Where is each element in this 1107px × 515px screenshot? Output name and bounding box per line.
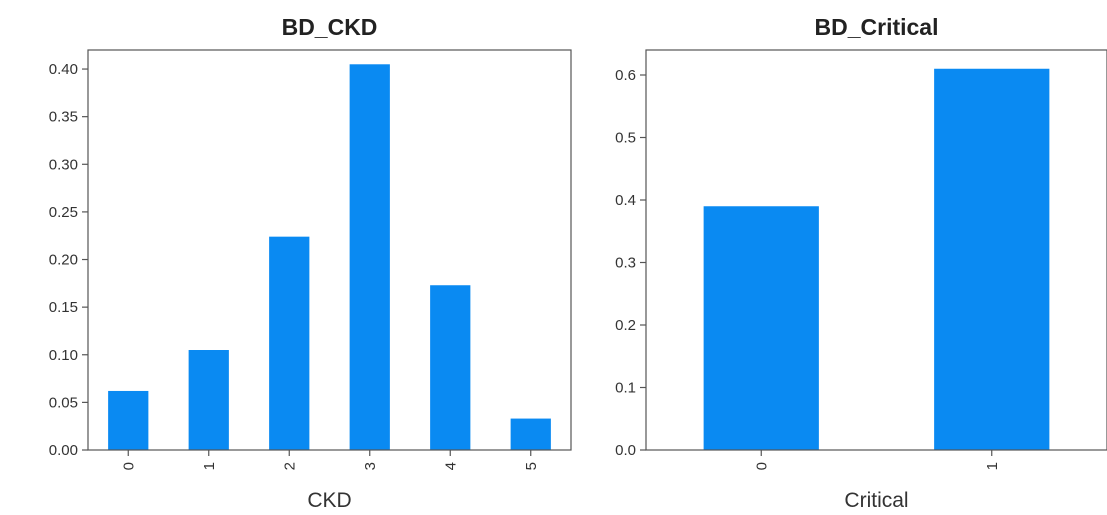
chart-title: BD_CKD <box>282 14 378 40</box>
y-tick-label: 0.0 <box>615 442 636 459</box>
y-tick-label: 0.1 <box>615 380 636 397</box>
axes-frame <box>645 49 1107 451</box>
axes-frame <box>87 49 572 451</box>
y-tick-label: 0.3 <box>615 255 636 272</box>
y-tick-label: 0.00 <box>49 442 78 459</box>
bar-0 <box>108 390 149 450</box>
bar-3 <box>349 64 390 451</box>
x-tick-label: 4 <box>442 462 459 470</box>
y-tick-label: 0.10 <box>49 347 78 364</box>
x-tick-label: 5 <box>523 462 540 470</box>
y-tick-label: 0.35 <box>49 109 78 126</box>
chart-bd-critical: 0.0 0.1 0.2 0.3 0.4 0.5 0.6 0 1 BD_Critical Critic… <box>615 14 1107 512</box>
y-tick-label: 0.40 <box>49 61 78 78</box>
y-tick-label: 0.20 <box>49 252 78 269</box>
y-tick-label: 0.25 <box>49 204 78 221</box>
y-tick-label: 0.5 <box>615 130 636 147</box>
x-tick-label: 0 <box>120 462 137 470</box>
x-tick-label: 1 <box>984 462 1001 470</box>
bar-0 <box>703 206 819 450</box>
chart-title: BD_Critical <box>815 14 939 40</box>
y-tick-label: 0.2 <box>615 317 636 334</box>
y-tick-label: 0.6 <box>615 67 636 84</box>
x-axis-label: Critical <box>844 489 908 512</box>
y-tick-label: 0.4 <box>615 192 636 209</box>
bar-5 <box>510 418 551 450</box>
bar-1 <box>934 68 1050 450</box>
y-tick-label: 0.05 <box>49 394 78 411</box>
bar-2 <box>269 236 310 450</box>
x-axis-label: CKD <box>307 489 351 512</box>
x-tick-label: 0 <box>753 462 770 470</box>
bar-1 <box>188 350 229 450</box>
x-tick-label: 3 <box>362 462 379 470</box>
chart-bd-ckd: 0.00 0.05 0.10 0.15 0.20 0.25 0.30 0.35 0.40 0 1 2 3… <box>49 14 572 512</box>
y-tick-label: 0.15 <box>49 299 78 316</box>
bar-4 <box>430 285 471 450</box>
y-tick-label: 0.30 <box>49 156 78 173</box>
x-tick-label: 1 <box>201 462 218 470</box>
x-tick-label: 2 <box>281 462 298 470</box>
